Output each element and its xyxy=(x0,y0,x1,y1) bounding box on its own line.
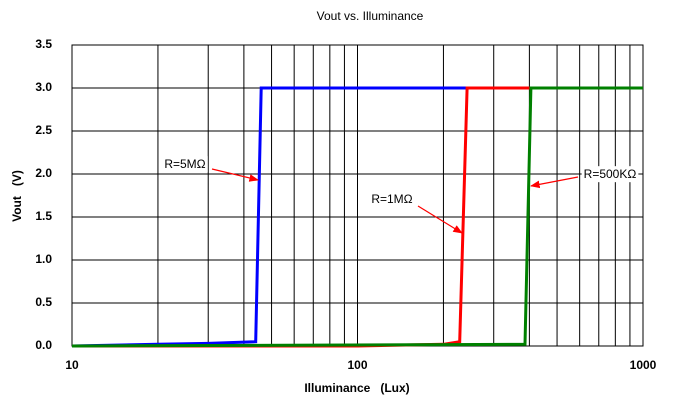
series-label: R=1MΩ xyxy=(371,192,412,206)
y-tick-label: 1.0 xyxy=(35,252,52,266)
annotation-arrow xyxy=(211,168,259,182)
y-tick-label: 1.5 xyxy=(35,209,52,223)
x-tick-label: 10 xyxy=(65,358,79,372)
y-tick-label: 2.0 xyxy=(35,166,52,180)
series-label-bg xyxy=(369,191,415,208)
series-label-bg xyxy=(581,166,639,183)
series-label: R=500KΩ xyxy=(584,167,637,181)
annotation-arrow xyxy=(530,176,579,189)
x-tick-label: 100 xyxy=(347,358,367,372)
chart-title: Vout vs. Illuminance xyxy=(317,9,424,23)
series-label: R=5MΩ xyxy=(164,157,205,171)
y-tick-label: 3.0 xyxy=(35,80,52,94)
annotation-arrow xyxy=(417,205,463,234)
x-axis-label: Illuminance (Lux) xyxy=(304,381,409,395)
y-tick-label: 2.5 xyxy=(35,123,52,137)
y-tick-label: 0.5 xyxy=(35,295,52,309)
series-label-bg xyxy=(162,156,208,173)
data-line xyxy=(71,86,643,348)
y-tick-label: 0.0 xyxy=(35,338,52,352)
y-axis-label: Vout (V) xyxy=(10,170,24,222)
x-tick-label: 1000 xyxy=(630,358,657,372)
y-tick-label: 3.5 xyxy=(35,37,52,51)
